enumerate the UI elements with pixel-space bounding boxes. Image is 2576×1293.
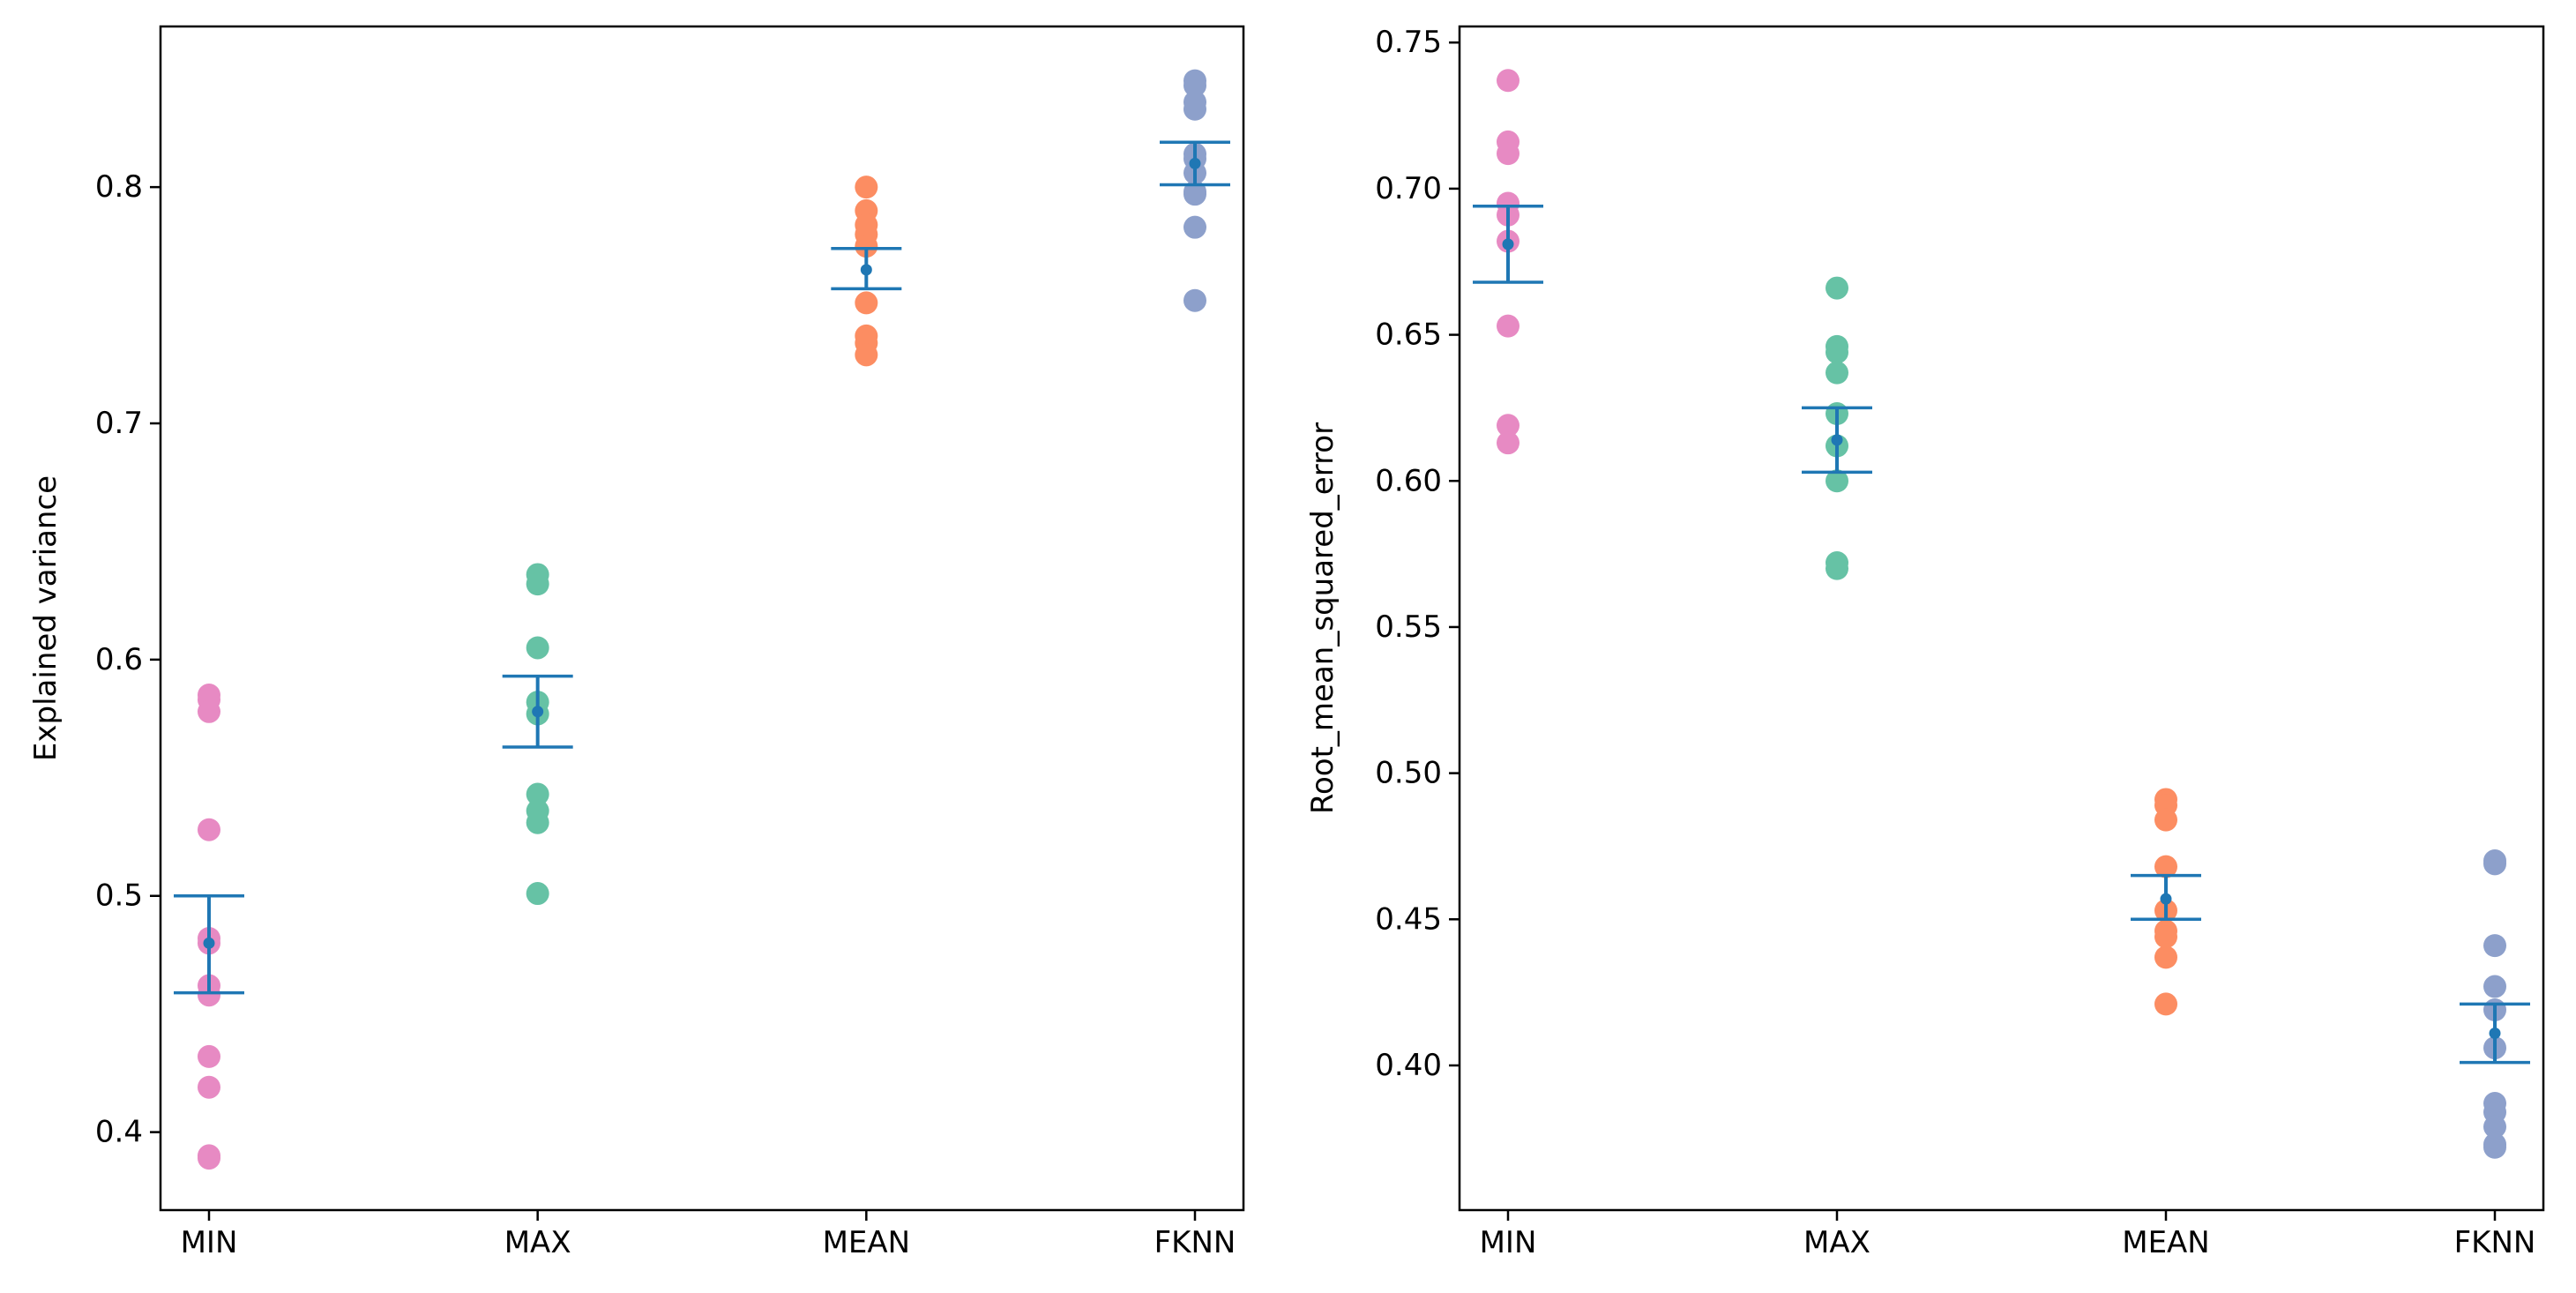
rmse-point-mean-3 bbox=[2154, 855, 2177, 878]
rmse-mean-marker-fknn bbox=[2489, 1028, 2501, 1040]
ev-mean-marker-min bbox=[203, 937, 215, 949]
ev-point-max-2 bbox=[526, 636, 549, 660]
rmse-mean-marker-min bbox=[1502, 238, 1514, 250]
rmse-point-min-0 bbox=[1497, 69, 1519, 93]
ev-ytick-label-4: 0.8 bbox=[95, 169, 143, 205]
ev-point-mean-8 bbox=[855, 343, 878, 367]
ev-point-min-7 bbox=[198, 983, 220, 1007]
rmse-ytick-label-4: 0.60 bbox=[1375, 463, 1442, 498]
explained-variance-panel: 0.4 0.5 0.6 0.7 0.8 MIN MAX MEAN FKNN Explained v… bbox=[28, 25, 1245, 1260]
ev-point-max-1 bbox=[526, 572, 549, 596]
rmse-xtick-label-fknn: FKNN bbox=[2454, 1225, 2536, 1260]
rmse-ytick-label-0: 0.40 bbox=[1375, 1048, 1442, 1083]
rmse-point-fknn-3 bbox=[2483, 975, 2506, 998]
ev-point-min-3 bbox=[198, 818, 220, 841]
ev-mean-marker-max bbox=[532, 706, 544, 718]
rmse-point-fknn-8 bbox=[2483, 1115, 2506, 1139]
ev-point-mean-5 bbox=[855, 291, 878, 315]
ev-point-min-9 bbox=[198, 1075, 220, 1099]
rmse-panel: 0.40 0.45 0.50 0.55 0.60 0.65 0.70 0.75 MIN MAX ME… bbox=[1305, 25, 2545, 1260]
rmse-point-min-7 bbox=[1497, 414, 1519, 437]
rmse-point-max-2 bbox=[1826, 340, 1848, 364]
rmse-point-max-0 bbox=[1826, 276, 1848, 300]
rmse-point-min-6 bbox=[1497, 314, 1519, 338]
ev-ylabel: Explained variance bbox=[28, 475, 63, 761]
ev-point-max-7 bbox=[526, 811, 549, 834]
rmse-ytick-label-6: 0.70 bbox=[1375, 171, 1442, 206]
rmse-point-fknn-10 bbox=[2483, 1135, 2506, 1159]
ev-axes-frame bbox=[159, 25, 1245, 1212]
rmse-point-max-6 bbox=[1826, 469, 1848, 493]
rmse-ylabel: Root_mean_squared_error bbox=[1305, 422, 1340, 814]
ev-xtick-label-max: MAX bbox=[504, 1225, 571, 1260]
rmse-point-max-3 bbox=[1826, 361, 1848, 385]
ev-point-fknn-3 bbox=[1183, 97, 1206, 121]
ev-point-max-8 bbox=[526, 882, 549, 906]
ev-mean-marker-mean bbox=[860, 264, 872, 276]
ev-point-fknn-9 bbox=[1183, 215, 1206, 239]
ev-point-max-5 bbox=[526, 782, 549, 806]
ev-mean-marker-fknn bbox=[1189, 157, 1201, 169]
rmse-point-max-8 bbox=[1826, 557, 1848, 580]
rmse-point-fknn-2 bbox=[2483, 934, 2506, 958]
ev-point-fknn-10 bbox=[1183, 288, 1206, 312]
ev-ytick-label-3: 0.7 bbox=[95, 406, 143, 441]
rmse-mean-marker-mean bbox=[2160, 893, 2172, 905]
rmse-ytick-label-5: 0.65 bbox=[1375, 318, 1442, 353]
ev-ytick-label-0: 0.4 bbox=[95, 1115, 143, 1150]
rmse-point-mean-8 bbox=[2154, 992, 2177, 1016]
ev-xtick-label-mean: MEAN bbox=[823, 1225, 911, 1260]
rmse-ytick-label-1: 0.45 bbox=[1375, 901, 1442, 937]
rmse-point-mean-6 bbox=[2154, 925, 2177, 949]
rmse-ytick-label-3: 0.55 bbox=[1375, 609, 1442, 645]
rmse-point-mean-7 bbox=[2154, 945, 2177, 969]
rmse-point-min-8 bbox=[1497, 431, 1519, 455]
ev-point-mean-4 bbox=[855, 235, 878, 258]
ev-point-min-8 bbox=[198, 1044, 220, 1068]
ev-point-mean-0 bbox=[855, 176, 878, 199]
ev-xtick-label-fknn: FKNN bbox=[1154, 1225, 1236, 1260]
rmse-mean-marker-max bbox=[1831, 434, 1843, 446]
rmse-ytick-label-2: 0.50 bbox=[1375, 756, 1442, 791]
ev-ytick-label-1: 0.5 bbox=[95, 878, 143, 914]
rmse-point-mean-2 bbox=[2154, 808, 2177, 832]
ev-point-min-2 bbox=[198, 699, 220, 723]
rmse-xtick-label-max: MAX bbox=[1803, 1225, 1870, 1260]
ev-point-fknn-8 bbox=[1183, 183, 1206, 206]
rmse-ytick-label-7: 0.75 bbox=[1375, 25, 1442, 60]
rmse-point-fknn-1 bbox=[2483, 852, 2506, 876]
rmse-point-min-2 bbox=[1497, 142, 1519, 166]
ev-ytick-label-2: 0.6 bbox=[95, 642, 143, 677]
rmse-xtick-label-mean: MEAN bbox=[2122, 1225, 2210, 1260]
rmse-xtick-label-min: MIN bbox=[1480, 1225, 1537, 1260]
rmse-axes-frame bbox=[1458, 25, 2545, 1212]
ev-xtick-label-min: MIN bbox=[181, 1225, 238, 1260]
ev-point-fknn-1 bbox=[1183, 73, 1206, 97]
ev-point-min-11 bbox=[198, 1147, 220, 1170]
